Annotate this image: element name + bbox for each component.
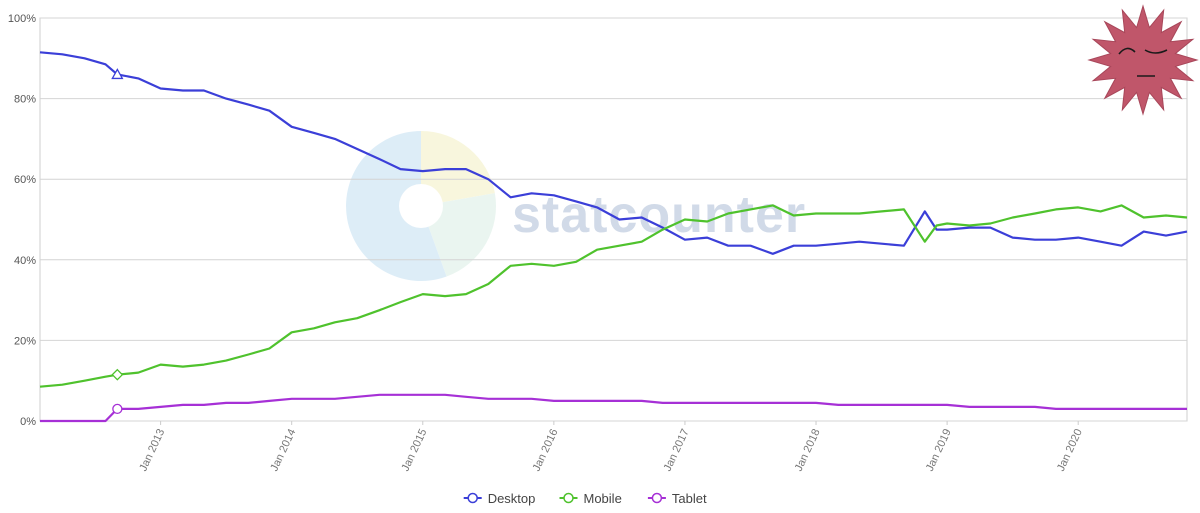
- legend-item-tablet[interactable]: Tablet: [647, 491, 707, 506]
- legend-label-desktop: Desktop: [488, 491, 536, 506]
- y-tick-label: 80%: [14, 94, 36, 106]
- y-tick-label: 60%: [14, 174, 36, 186]
- x-tick-label: Jan 2016: [531, 427, 561, 473]
- x-tick-label: Jan 2019: [924, 427, 954, 473]
- x-axis: Jan 2013 Jan 2014 Jan 2015 Jan 2016 Jan 2017…: [137, 421, 1085, 473]
- legend-label-mobile: Mobile: [584, 491, 622, 506]
- y-tick-label: 0%: [20, 416, 36, 428]
- legend-marker-desktop: [467, 492, 478, 504]
- y-tick-label: 40%: [14, 255, 36, 267]
- x-tick-label: Jan 2017: [662, 427, 692, 473]
- angry-face-sticker: [1087, 4, 1199, 116]
- x-tick-label: Jan 2013: [137, 427, 167, 473]
- plot-area: [39, 17, 1188, 422]
- sticker-body: [1087, 4, 1199, 116]
- gridlines: [40, 17, 1187, 422]
- legend-marker-mobile: [563, 492, 574, 504]
- desktop-line[interactable]: [39, 51, 1188, 255]
- watermark-text: statcounter: [512, 186, 806, 244]
- tablet-line[interactable]: [40, 393, 1187, 423]
- sticker-right-eye: [1144, 49, 1168, 54]
- desktop-point-marker[interactable]: [111, 68, 124, 80]
- mobile-series[interactable]: [39, 204, 1188, 388]
- mobile-line[interactable]: [39, 204, 1188, 388]
- legend-item-desktop[interactable]: Desktop: [463, 491, 536, 506]
- x-tick-label: Jan 2015: [399, 427, 429, 473]
- x-tick-label: Jan 2018: [793, 427, 823, 473]
- series-group: [39, 51, 1188, 423]
- mobile-point-marker[interactable]: [111, 368, 124, 381]
- legend-marker-tablet: [651, 492, 663, 504]
- tablet-point-marker[interactable]: [112, 403, 123, 415]
- y-tick-label: 100%: [8, 13, 36, 25]
- tablet-series[interactable]: [40, 393, 1187, 423]
- y-axis: 0% 20% 40% 60% 80% 100%: [8, 13, 36, 428]
- legend[interactable]: Desktop Mobile Tablet: [463, 491, 707, 506]
- x-tick-label: Jan 2014: [268, 427, 298, 473]
- sticker-left-eye: [1118, 47, 1136, 55]
- x-tick-label: Jan 2020: [1055, 427, 1085, 473]
- legend-label-tablet: Tablet: [672, 491, 707, 506]
- desktop-series[interactable]: [39, 51, 1188, 255]
- legend-item-mobile[interactable]: Mobile: [559, 491, 622, 506]
- y-tick-label: 20%: [14, 335, 36, 347]
